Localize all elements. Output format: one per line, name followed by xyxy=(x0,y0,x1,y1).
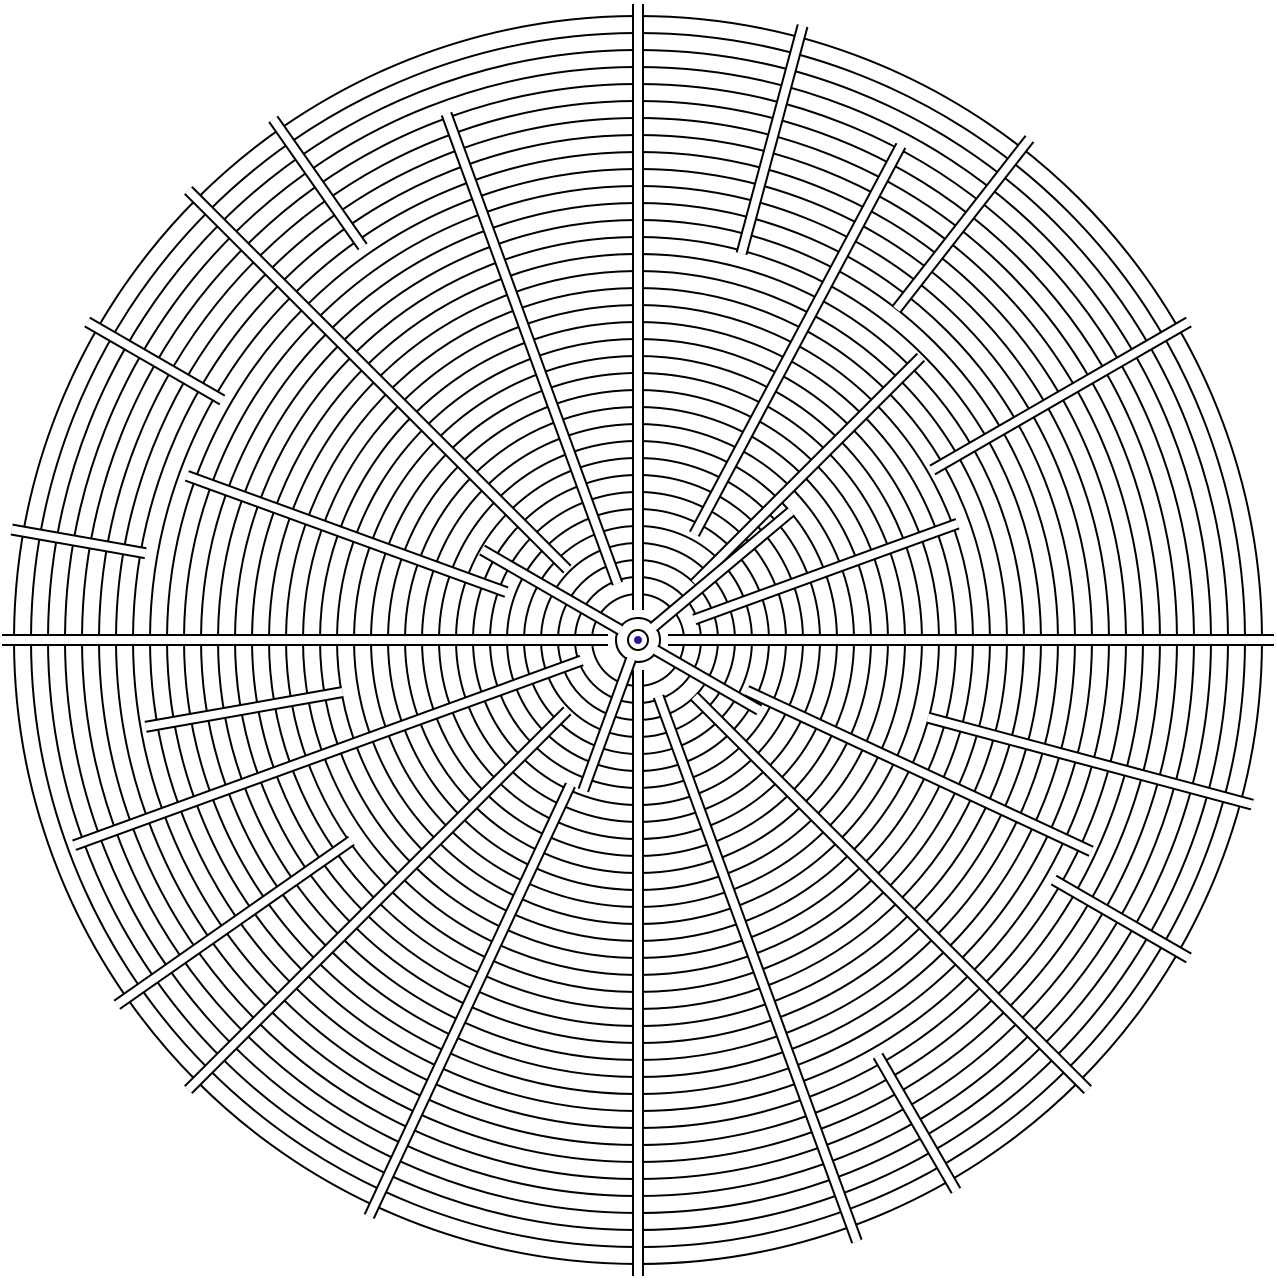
maze-spoke-gap xyxy=(654,695,861,1243)
maze-spoke-gap xyxy=(85,318,225,404)
maze-spoke-gap xyxy=(480,546,623,634)
maze-spoke-gap xyxy=(114,837,354,1009)
maze-spoke-gap xyxy=(269,116,366,250)
maze-spoke-gap xyxy=(691,354,924,587)
maze-spoke-gap xyxy=(72,656,583,849)
maze-spoke-gap xyxy=(893,136,1033,312)
center-marker-icon xyxy=(634,636,642,644)
maze-spoke-gap xyxy=(185,187,571,573)
maze-spoke-gap xyxy=(745,687,1093,855)
maze-spoke-gap xyxy=(144,688,344,731)
maze-spoke-gap xyxy=(926,713,1254,809)
maze-ring-wall xyxy=(615,617,661,663)
maze-spoke-gap xyxy=(10,525,147,558)
maze-center xyxy=(627,629,649,651)
maze-spoke-gap xyxy=(579,657,635,792)
maze-spoke-gap xyxy=(365,783,575,1219)
maze-spoke-gap xyxy=(693,519,959,624)
maze-spoke-gap xyxy=(650,508,794,631)
maze-spoke-gap xyxy=(691,693,1091,1093)
maze-spoke-gap xyxy=(737,24,807,255)
maze-spoke-gap xyxy=(185,472,508,596)
maze-spoke-gap xyxy=(930,318,1191,474)
maze-spokes xyxy=(2,4,1274,1276)
maze-spoke-gap xyxy=(874,1053,960,1193)
maze-spoke-gap xyxy=(653,646,762,714)
maze-spoke-gap xyxy=(185,707,571,1093)
maze-spoke-gap xyxy=(1051,876,1191,962)
maze-spoke-gap xyxy=(690,143,905,536)
maze-spoke-gap xyxy=(442,112,622,585)
